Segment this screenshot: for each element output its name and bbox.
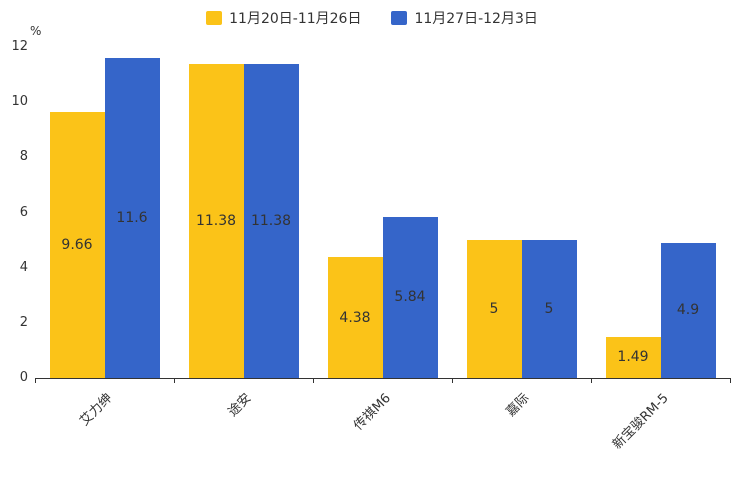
x-axis-tick-mark (591, 378, 592, 383)
bar-series-0-新宝骏RM-5[interactable]: 1.49 (605, 336, 661, 378)
bar-value-label: 5 (544, 301, 554, 318)
y-axis: 0 2 4 6 8 10 12 (0, 39, 28, 385)
y-tick-label: 8 (19, 149, 28, 165)
bar-series-0-传祺M6[interactable]: 4.38 (327, 257, 383, 378)
y-tick-label: 4 (19, 259, 28, 275)
plot-area: 9.66 11.6 艾力绅 11.38 11.38 途安 4.38 5.84 传祺M6 5 5 嘉际 1… (35, 47, 731, 453)
x-axis-tick-mark (35, 378, 36, 383)
legend: 11月20日-11月26日 11月27日-12月3日 (0, 8, 744, 28)
legend-item-label: 11月27日-12月3日 (414, 11, 538, 27)
bar-series-1-嘉际[interactable]: 5 (521, 240, 577, 378)
bar-value-label: 11.38 (250, 213, 292, 230)
legend-swatch-icon (391, 11, 408, 25)
legend-item-series-0[interactable]: 11月20日-11月26日 (206, 8, 361, 28)
x-axis-tick-mark (730, 378, 731, 383)
x-category-label: 传祺M6 (351, 390, 394, 434)
x-axis-tick-mark (452, 378, 453, 383)
bar-value-label: 4.38 (339, 309, 371, 326)
y-tick-label: 0 (19, 370, 28, 385)
x-category-label: 新宝骏RM-5 (610, 390, 672, 453)
y-tick-label: 6 (19, 204, 28, 220)
legend-item-series-1[interactable]: 11月27日-12月3日 (391, 8, 538, 28)
bar-value-label: 11.6 (116, 210, 148, 227)
bar-value-label: 4.9 (676, 302, 700, 319)
bar-series-0-嘉际[interactable]: 5 (466, 240, 522, 378)
x-category-label: 艾力绅 (77, 390, 116, 430)
legend-swatch-icon (206, 11, 223, 25)
bar-value-label: 11.38 (195, 213, 237, 230)
bar-value-label: 9.66 (61, 236, 93, 253)
bar-series-1-传祺M6[interactable]: 5.84 (382, 216, 438, 378)
bar-value-label: 5.84 (394, 289, 426, 306)
bar-series-1-新宝骏RM-5[interactable]: 4.9 (660, 242, 716, 378)
bar-series-1-途安[interactable]: 11.38 (243, 64, 299, 378)
x-category-label: 嘉际 (503, 390, 533, 420)
y-axis-unit-label: % (30, 24, 42, 38)
bar-value-label: 1.49 (617, 349, 649, 366)
bar-series-1-艾力绅[interactable]: 11.6 (104, 58, 160, 378)
bar-series-0-途安[interactable]: 11.38 (188, 64, 244, 378)
y-tick-label: 10 (11, 94, 28, 110)
y-tick-label: 12 (11, 39, 28, 54)
x-axis-tick-mark (313, 378, 314, 383)
y-tick-label: 2 (19, 314, 28, 330)
x-axis-tick-mark (174, 378, 175, 383)
bar-value-label: 5 (489, 301, 499, 318)
legend-item-label: 11月20日-11月26日 (229, 11, 362, 27)
bar-series-0-艾力绅[interactable]: 9.66 (49, 111, 105, 378)
x-category-label: 途安 (225, 390, 255, 420)
